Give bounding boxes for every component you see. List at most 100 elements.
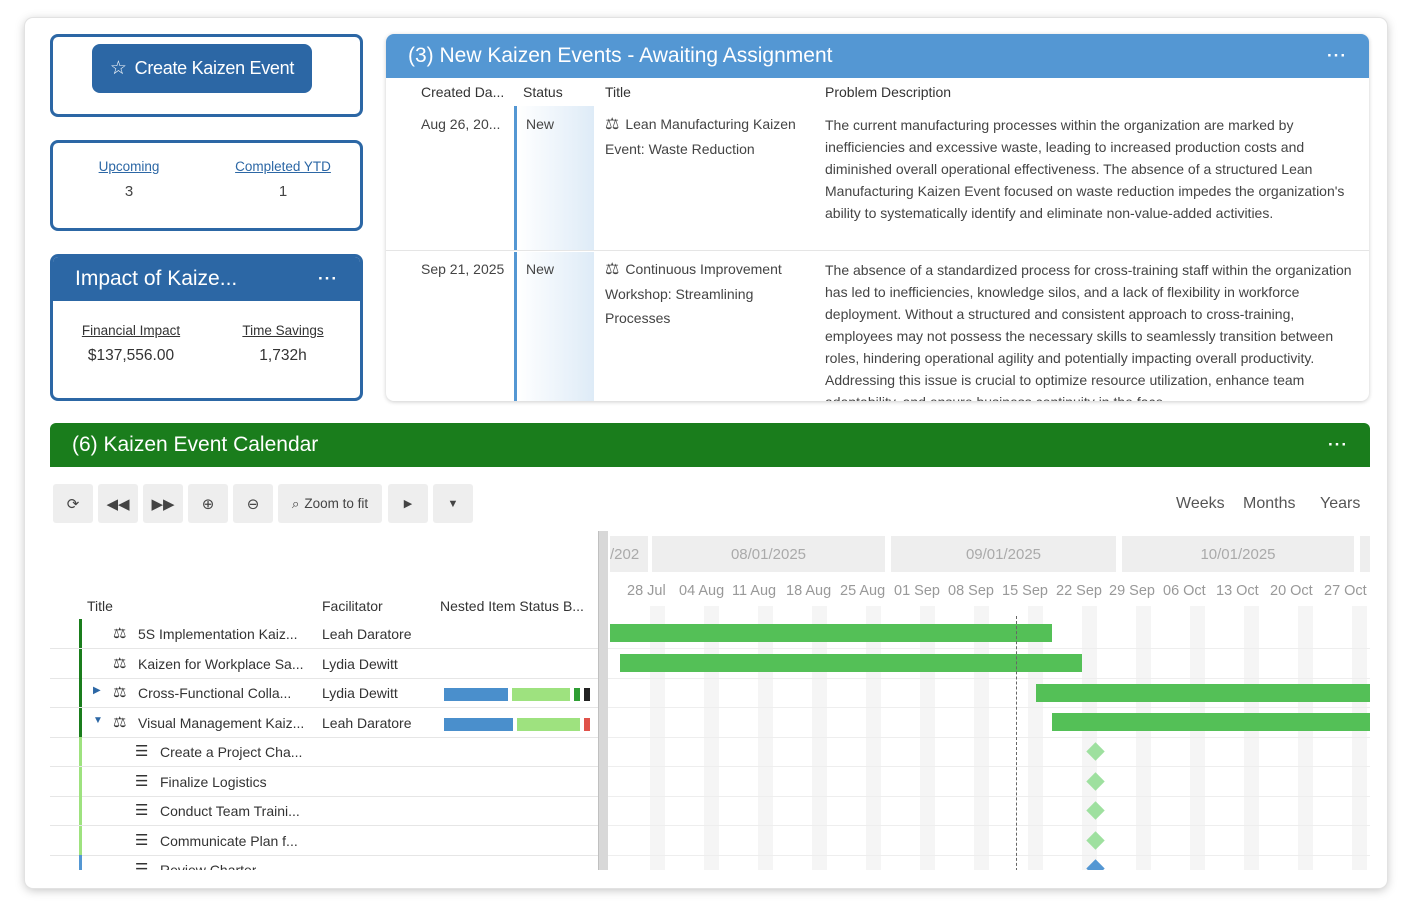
expand-icon[interactable]: ▶ xyxy=(93,685,101,696)
weekend-stripe xyxy=(920,606,935,870)
create-card: ☆ Create Kaizen Event xyxy=(50,34,363,117)
new-events-panel: (3) New Kaizen Events - Awaiting Assignm… xyxy=(386,34,1369,401)
upcoming-label[interactable]: Upcoming xyxy=(98,159,160,174)
list-item[interactable]: ☰ Finalize Logistics xyxy=(50,767,598,797)
fast-forward-button[interactable]: ▶▶ xyxy=(143,484,183,523)
zoom-in-button[interactable]: ⊕ xyxy=(188,484,228,523)
row-title[interactable]: Review Charter xyxy=(160,862,257,870)
list-item[interactable]: ☰ Review Charter xyxy=(50,855,598,870)
time-savings-label[interactable]: Time Savings xyxy=(242,323,324,338)
create-kaizen-button[interactable]: ☆ Create Kaizen Event xyxy=(92,44,312,93)
col-problem-description[interactable]: Problem Description xyxy=(825,84,952,100)
play-icon: ▶ xyxy=(403,498,413,510)
row-title[interactable]: Cross-Functional Colla... xyxy=(138,685,292,701)
impact-menu-icon[interactable]: ··· xyxy=(318,269,338,288)
month-header: 10/01/2025 xyxy=(1122,536,1354,572)
gantt-bar[interactable] xyxy=(620,654,1082,672)
timeline-row-line xyxy=(608,825,1370,826)
time-savings-stat[interactable]: Time Savings 1,732h xyxy=(208,323,358,365)
zoom-to-fit-button[interactable]: ⌕ Zoom to fit xyxy=(278,484,382,523)
completed-label[interactable]: Completed YTD xyxy=(235,159,331,174)
view-years[interactable]: Years xyxy=(1320,495,1361,512)
scale-icon: ⚖ xyxy=(113,714,127,731)
task-list-icon: ☰ xyxy=(135,773,149,790)
status-text: New xyxy=(526,261,555,277)
week-label: 01 Sep xyxy=(894,583,940,599)
list-item[interactable]: ⚖ 5S Implementation Kaiz... Leah Darator… xyxy=(50,619,598,649)
list-item[interactable]: ▼ ⚖ Visual Management Kaiz... Leah Darat… xyxy=(50,708,598,738)
collapse-icon[interactable]: ▼ xyxy=(93,715,103,726)
row-description: The absence of a standardized process fo… xyxy=(825,262,1352,401)
row-title[interactable]: Kaizen for Workplace Sa... xyxy=(138,656,304,672)
col-cal-facilitator[interactable]: Facilitator xyxy=(322,598,383,614)
row-title[interactable]: ⚖ Continuous Improvement Workshop: Stream… xyxy=(605,257,820,330)
col-cal-nested[interactable]: Nested Item Status B... xyxy=(440,598,584,614)
new-events-menu-icon[interactable]: ··· xyxy=(1327,46,1347,65)
month-header: /202 xyxy=(610,536,648,572)
star-icon: ☆ xyxy=(109,58,127,79)
week-label: 27 Oct xyxy=(1324,583,1367,599)
upcoming-stat[interactable]: Upcoming 3 xyxy=(59,159,199,200)
col-status[interactable]: Status xyxy=(523,84,563,100)
zoom-to-fit-label: Zoom to fit xyxy=(304,496,369,511)
scale-icon: ⚖ xyxy=(113,655,127,672)
list-item[interactable]: ☰ Create a Project Cha... xyxy=(50,737,598,767)
col-title[interactable]: Title xyxy=(605,84,631,100)
calendar-header: (6) Kaizen Event Calendar ··· xyxy=(50,423,1370,467)
financial-impact-label[interactable]: Financial Impact xyxy=(81,323,181,338)
row-facilitator: Leah Daratore xyxy=(322,715,412,731)
timeline-row-line xyxy=(608,855,1370,856)
search-icon: ⌕ xyxy=(291,495,300,511)
week-label: 28 Jul xyxy=(627,583,666,599)
col-created[interactable]: Created Da... xyxy=(421,84,505,100)
list-item[interactable]: ▶ ⚖ Cross-Functional Colla... Lydia Dewi… xyxy=(50,678,598,708)
grid-splitter[interactable] xyxy=(598,531,608,870)
weekend-stripe xyxy=(1244,606,1259,870)
view-months[interactable]: Months xyxy=(1243,495,1296,512)
table-row[interactable]: Sep 21, 2025 New ⚖ Continuous Improvement… xyxy=(386,252,1369,401)
row-title[interactable]: ⚖ Lean Manufacturing Kaizen Event: Waste … xyxy=(605,112,820,161)
gantt-bar[interactable] xyxy=(1052,713,1370,731)
col-cal-title[interactable]: Title xyxy=(87,598,113,614)
row-accent xyxy=(79,767,82,796)
nested-status-segment xyxy=(574,688,580,701)
task-list-icon: ☰ xyxy=(135,743,149,760)
row-title[interactable]: Visual Management Kaiz... xyxy=(138,715,305,731)
next-button[interactable]: ▶ xyxy=(388,484,428,523)
completed-stat[interactable]: Completed YTD 1 xyxy=(213,159,353,200)
task-list-icon: ☰ xyxy=(135,802,149,819)
timeline-row-line xyxy=(608,648,1370,649)
row-description: The current manufacturing processes with… xyxy=(825,117,1345,221)
timeline-row-line xyxy=(608,766,1370,767)
list-item[interactable]: ☰ Conduct Team Traini... xyxy=(50,796,598,826)
row-title[interactable]: Finalize Logistics xyxy=(160,774,267,790)
week-label: 29 Sep xyxy=(1109,583,1155,599)
weekend-stripe xyxy=(1298,606,1313,870)
upcoming-value: 3 xyxy=(124,183,134,200)
row-title-text[interactable]: Lean Manufacturing Kaizen Event: Waste R… xyxy=(605,116,796,157)
dropdown-button[interactable]: ▼ xyxy=(433,484,473,523)
stats-card: Upcoming 3 Completed YTD 1 xyxy=(50,140,363,231)
row-created: Sep 21, 2025 xyxy=(421,261,505,277)
row-status: New xyxy=(514,106,594,250)
view-weeks[interactable]: Weeks xyxy=(1176,495,1225,512)
zoom-out-button[interactable]: ⊖ xyxy=(233,484,273,523)
financial-impact-stat[interactable]: Financial Impact $137,556.00 xyxy=(56,323,206,365)
row-title[interactable]: Create a Project Cha... xyxy=(160,744,303,760)
row-title[interactable]: 5S Implementation Kaiz... xyxy=(138,626,298,642)
refresh-button[interactable]: ⟳ xyxy=(53,484,93,523)
table-row[interactable]: Aug 26, 20... New ⚖ Lean Manufacturing Ka… xyxy=(386,106,1369,251)
list-item[interactable]: ⚖ Kaizen for Workplace Sa... Lydia Dewit… xyxy=(50,649,598,679)
calendar-menu-icon[interactable]: ··· xyxy=(1328,435,1348,454)
row-title-text[interactable]: Continuous Improvement Workshop: Streaml… xyxy=(605,261,782,326)
row-title[interactable]: Communicate Plan f... xyxy=(160,833,298,849)
week-label: 15 Sep xyxy=(1002,583,1048,599)
list-item[interactable]: ☰ Communicate Plan f... xyxy=(50,826,598,856)
rewind-button[interactable]: ◀◀ xyxy=(98,484,138,523)
week-label: 11 Aug xyxy=(732,583,777,599)
row-title[interactable]: Conduct Team Traini... xyxy=(160,803,300,819)
weekend-stripe xyxy=(1028,606,1043,870)
gantt-bar[interactable] xyxy=(1036,684,1370,702)
gantt-bar[interactable] xyxy=(610,624,1052,642)
nested-status-segment xyxy=(517,718,580,731)
